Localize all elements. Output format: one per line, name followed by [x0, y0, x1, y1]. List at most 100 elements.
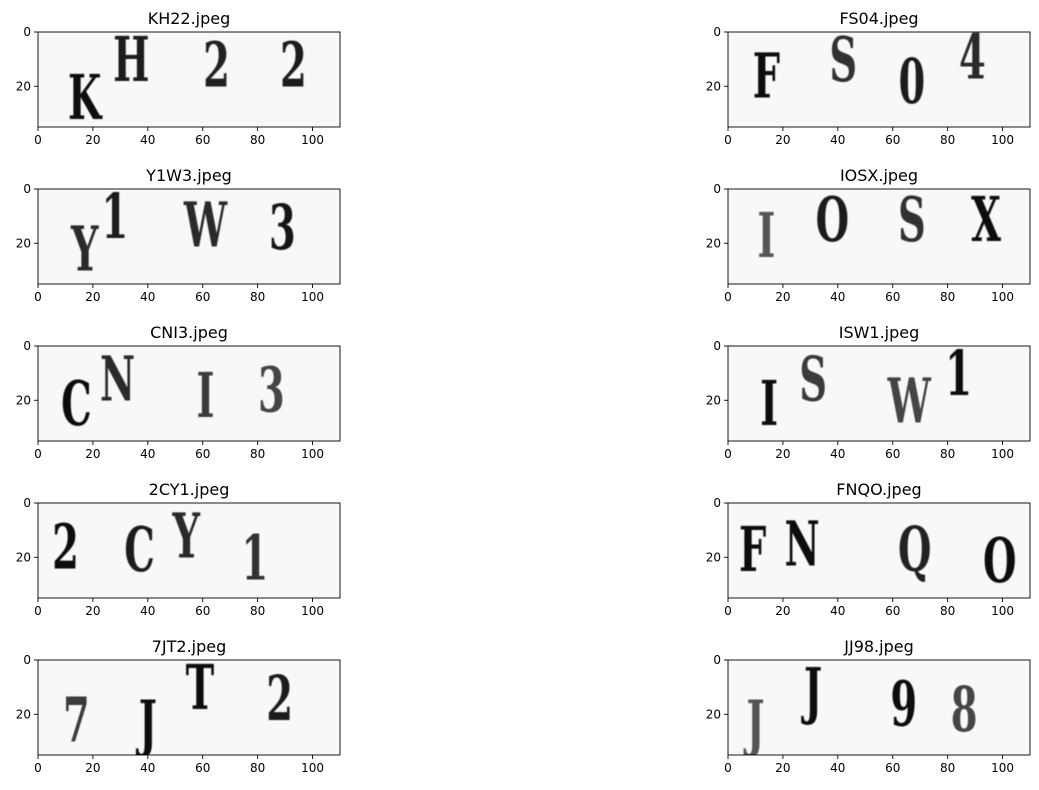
captcha-character: 3: [269, 193, 296, 265]
x-tick-label: 60: [195, 604, 210, 618]
captcha-image: [38, 660, 340, 755]
axes-frame: [37, 188, 341, 285]
x-tick-label: 20: [85, 290, 100, 304]
x-tick-label: 40: [140, 290, 155, 304]
captcha-character: N: [100, 344, 135, 416]
x-tick-label: 100: [991, 447, 1014, 461]
x-tick-label: 40: [140, 133, 155, 147]
panel-title: ISW1.jpeg: [839, 323, 920, 342]
x-tick-label: 100: [991, 604, 1014, 618]
x-tick-label: 60: [885, 761, 900, 775]
captcha-character: C: [61, 369, 92, 441]
panel-title: IOSX.jpeg: [840, 166, 918, 185]
captcha-character: S: [829, 25, 857, 97]
x-tick-label: 80: [940, 447, 955, 461]
captcha-panel: Y1W3.jpeg Y 1 W 3 0 20 40 60 80 100 0 20: [16, 166, 341, 304]
captcha-character: 7: [63, 685, 90, 757]
x-tick-label: 100: [991, 290, 1014, 304]
captcha-character: X: [971, 184, 1001, 256]
x-tick-label: 40: [140, 604, 155, 618]
y-tick-label: 0: [23, 339, 31, 353]
x-tick-label: 40: [140, 761, 155, 775]
captcha-character: 1: [242, 523, 269, 595]
y-tick-label: 20: [16, 550, 31, 564]
y-tick-label: 0: [713, 182, 721, 196]
x-tick-label: 40: [830, 290, 845, 304]
x-tick-label: 0: [724, 447, 732, 461]
x-tick-label: 80: [250, 133, 265, 147]
y-tick-label: 0: [23, 182, 31, 196]
x-tick-label: 20: [775, 604, 790, 618]
axes-frame: [37, 31, 341, 128]
x-tick-label: 100: [301, 290, 324, 304]
captcha-character: Q: [898, 515, 931, 587]
captcha-character: O: [983, 526, 1016, 598]
y-tick-label: 20: [706, 236, 721, 250]
captcha-character: J: [136, 688, 157, 760]
captcha-panel: ISW1.jpeg I S W 1 0 20 40 60 80 100 0 20: [706, 323, 1031, 461]
y-tick-label: 20: [706, 707, 721, 721]
y-tick-label: 20: [16, 236, 31, 250]
x-tick-label: 60: [885, 447, 900, 461]
captcha-image: [38, 189, 340, 284]
captcha-image: [38, 346, 340, 441]
captcha-image: [38, 32, 340, 127]
x-tick-label: 100: [301, 761, 324, 775]
captcha-image: [728, 189, 1030, 284]
captcha-character: 3: [258, 355, 285, 427]
captcha-character: 2: [266, 664, 293, 736]
captcha-panel: IOSX.jpeg I O S X 0 20 40 60 80 100 0 20: [706, 166, 1031, 304]
captcha-image: [728, 660, 1030, 755]
captcha-character: I: [757, 201, 775, 273]
x-tick-label: 40: [830, 447, 845, 461]
x-tick-label: 20: [85, 761, 100, 775]
x-tick-label: 20: [775, 447, 790, 461]
panel-title: Y1W3.jpeg: [145, 166, 232, 185]
x-tick-label: 80: [250, 604, 265, 618]
x-tick-label: 40: [830, 133, 845, 147]
y-tick-label: 0: [713, 496, 721, 510]
x-tick-label: 80: [940, 133, 955, 147]
x-tick-label: 40: [140, 447, 155, 461]
y-tick-label: 20: [706, 79, 721, 93]
captcha-panel: CNI3.jpeg C N I 3 0 20 40 60 80 100 0 20: [16, 323, 341, 461]
x-tick-label: 80: [940, 761, 955, 775]
x-tick-label: 20: [85, 133, 100, 147]
panel-title: FS04.jpeg: [839, 9, 918, 28]
captcha-character: 8: [951, 674, 978, 746]
captcha-character: 2: [280, 30, 307, 102]
x-tick-label: 0: [724, 133, 732, 147]
captcha-character: T: [186, 653, 215, 725]
x-tick-label: 0: [724, 604, 732, 618]
x-tick-label: 0: [34, 290, 42, 304]
x-tick-label: 100: [301, 447, 324, 461]
captcha-character: I: [760, 369, 778, 441]
x-tick-label: 0: [724, 290, 732, 304]
x-tick-label: 60: [195, 761, 210, 775]
captcha-character: 0: [899, 46, 926, 118]
panel-title: KH22.jpeg: [148, 9, 231, 28]
axes-frame: [727, 659, 1031, 756]
x-tick-label: 100: [301, 133, 324, 147]
y-tick-label: 0: [713, 339, 721, 353]
panel-title: 7JT2.jpeg: [152, 637, 227, 656]
captcha-character: W: [887, 366, 932, 438]
x-tick-label: 100: [991, 761, 1014, 775]
captcha-character: 4: [959, 22, 986, 94]
captcha-character: H: [113, 25, 149, 97]
x-tick-label: 0: [34, 133, 42, 147]
captcha-character: J: [743, 688, 764, 760]
y-tick-label: 0: [23, 653, 31, 667]
captcha-image: [728, 32, 1030, 127]
captcha-panel: FNQO.jpeg F N Q O 0 20 40 60 80 100 0 20: [706, 480, 1031, 618]
panel-title: CNI3.jpeg: [150, 323, 228, 342]
panel-title: FNQO.jpeg: [836, 480, 921, 499]
y-tick-label: 0: [23, 25, 31, 39]
captcha-character: Y: [172, 501, 201, 573]
axes-frame: [37, 502, 341, 599]
x-tick-label: 100: [301, 604, 324, 618]
captcha-character: F: [753, 41, 780, 113]
